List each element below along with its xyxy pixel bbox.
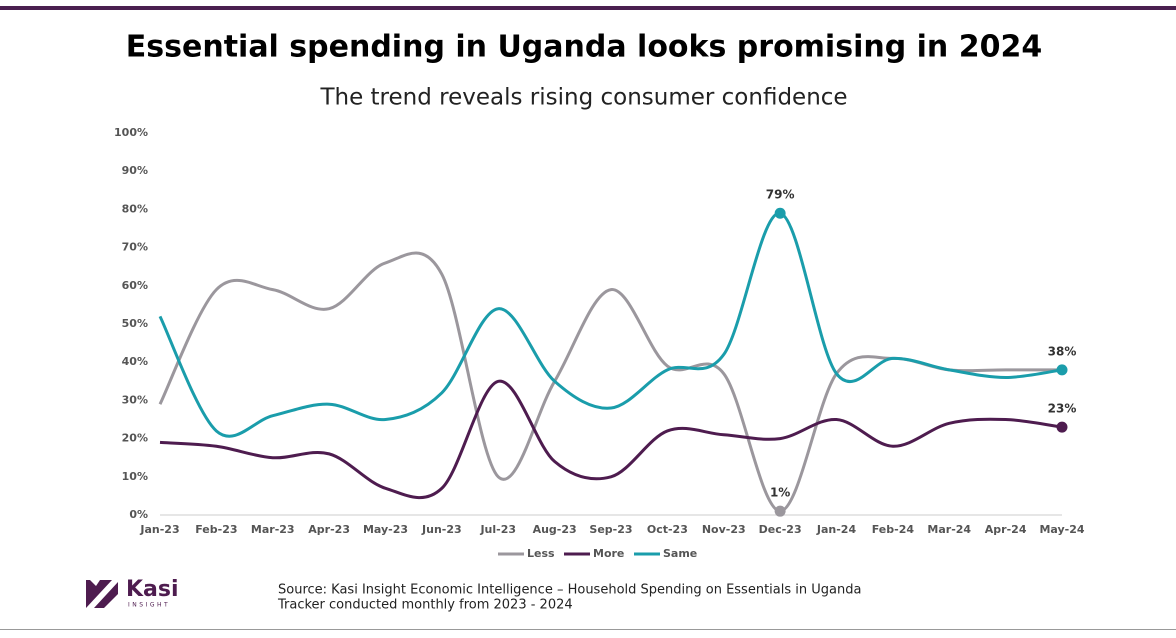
y-tick-label: 70% — [122, 241, 148, 254]
point-marker — [774, 505, 786, 517]
source-text: Source: Kasi Insight Economic Intelligen… — [278, 583, 861, 598]
point-marker — [1056, 364, 1068, 376]
y-tick-label: 80% — [122, 202, 148, 215]
series-line — [158, 251, 1062, 513]
logo-name: Kasi — [126, 577, 179, 602]
y-tick-label: 30% — [122, 393, 148, 406]
legend-label: Same — [663, 547, 697, 560]
x-tick-label: Jun-23 — [421, 523, 462, 536]
y-tick-label: 0% — [129, 508, 148, 521]
x-tick-label: Jan-23 — [139, 523, 179, 536]
data-label: 23% — [1048, 402, 1077, 416]
x-tick-label: Feb-24 — [872, 523, 915, 536]
x-tick-label: Dec-23 — [759, 523, 802, 536]
x-tick-label: Apr-23 — [308, 523, 350, 536]
bottom-rule — [0, 629, 1176, 630]
x-tick-label: Jul-23 — [479, 523, 516, 536]
y-tick-label: 20% — [122, 432, 148, 445]
legend-label: More — [593, 547, 624, 560]
y-tick-label: 10% — [122, 470, 148, 483]
point-marker — [774, 207, 786, 219]
chart-subtitle: The trend reveals rising consumer confid… — [319, 85, 847, 111]
source-text: Tracker conducted monthly from 2023 - 20… — [277, 598, 573, 613]
legend-label: Less — [527, 547, 555, 560]
x-tick-label: Apr-24 — [985, 523, 1027, 536]
data-label: 1% — [770, 486, 790, 500]
y-tick-label: 100% — [114, 126, 148, 139]
point-marker — [1056, 421, 1068, 433]
x-tick-label: May-24 — [1039, 523, 1084, 536]
data-label: 38% — [1048, 344, 1077, 358]
x-tick-label: Mar-24 — [927, 523, 971, 536]
x-tick-label: Oct-23 — [647, 523, 688, 536]
x-tick-label: Sep-23 — [589, 523, 632, 536]
data-label: 79% — [766, 188, 795, 202]
x-tick-label: Mar-23 — [251, 523, 295, 536]
logo-tagline: INSIGHT — [128, 602, 170, 609]
y-tick-label: 60% — [122, 279, 148, 292]
series-line — [158, 211, 1063, 438]
x-tick-label: Aug-23 — [533, 523, 577, 536]
x-tick-label: Nov-23 — [702, 523, 746, 536]
y-tick-label: 40% — [122, 355, 148, 368]
top-bar — [0, 6, 1176, 10]
logo: Kasi INSIGHT — [86, 577, 179, 609]
y-tick-label: 50% — [122, 317, 148, 330]
chart-title: Essential spending in Uganda looks promi… — [126, 30, 1042, 65]
y-tick-label: 90% — [122, 164, 148, 177]
x-tick-label: Jan-24 — [816, 523, 857, 536]
x-tick-label: May-23 — [363, 523, 408, 536]
logo-icon — [86, 580, 118, 608]
series-line — [159, 379, 1063, 499]
x-tick-label: Feb-23 — [195, 523, 237, 536]
